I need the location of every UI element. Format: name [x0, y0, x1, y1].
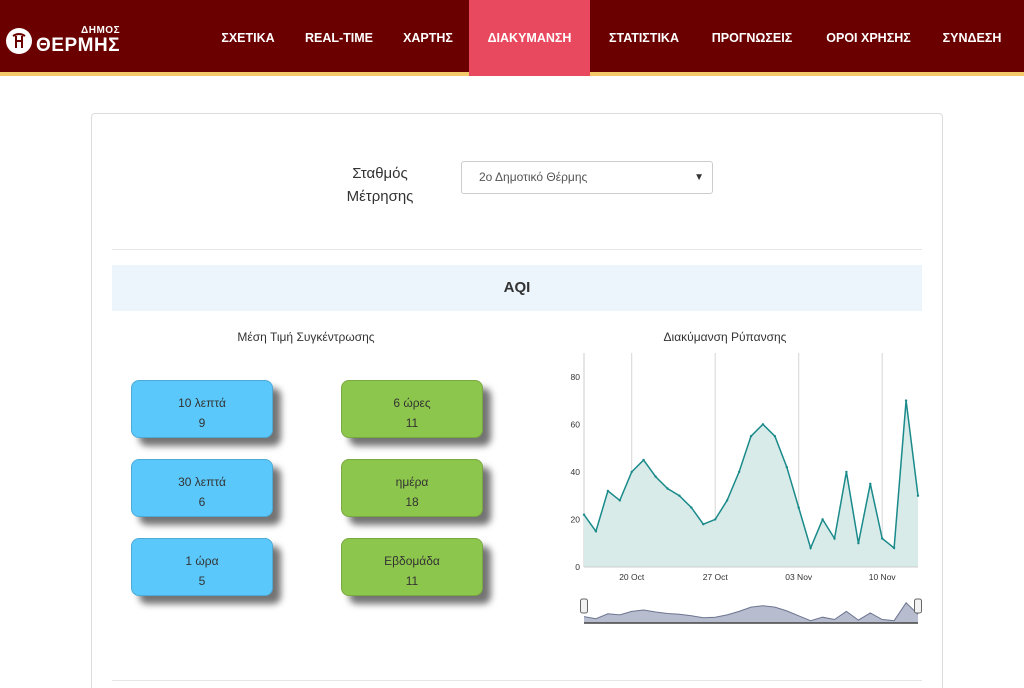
- navigator-handle-right-icon[interactable]: [914, 598, 922, 614]
- avg-card-value: 5: [198, 574, 206, 588]
- data-point: [737, 470, 741, 474]
- data-point: [881, 537, 884, 540]
- y-tick-label: 20: [571, 514, 581, 524]
- y-tick-label: 60: [571, 419, 581, 429]
- data-point: [630, 470, 633, 474]
- y-tick-label: 40: [571, 467, 581, 477]
- data-point: [582, 513, 586, 516]
- avg-card-label: Εβδομάδα: [384, 554, 440, 568]
- data-point: [904, 399, 908, 402]
- data-point: [618, 499, 621, 502]
- avg-card-30min[interactable]: 30 λεπτά 6: [131, 459, 273, 517]
- data-point: [809, 546, 812, 550]
- brand-logo[interactable]: ΔΗΜΟΣ ΘΕΡΜΗΣ: [6, 26, 120, 55]
- x-tick-label: 10 Nov: [869, 572, 897, 582]
- nav-item-terms[interactable]: ΟΡΟΙ ΧΡΗΣΗΣ: [826, 31, 911, 45]
- avg-card-value: 18: [405, 495, 419, 509]
- top-navbar: ΔΗΜΟΣ ΘΕΡΜΗΣ ΣΧΕΤΙΚΑ REAL-TIME ΧΑΡΤΗΣ ΔΙ…: [0, 0, 1024, 76]
- series-area: [584, 400, 918, 567]
- data-point: [857, 542, 860, 545]
- nav-item-statistics[interactable]: ΣΤΑΤΙΣΤΙΚΑ: [609, 31, 679, 45]
- navigator-handle-left-icon[interactable]: [580, 598, 588, 614]
- avg-card-day[interactable]: ημέρα 18: [341, 459, 483, 517]
- data-point: [916, 494, 920, 497]
- chart-title: Διακύμανση Ρύπανσης: [663, 330, 787, 344]
- avg-card-value: 6: [198, 495, 206, 509]
- data-point: [702, 523, 705, 526]
- caret-down-icon: ▼: [694, 172, 704, 183]
- nav-item-variation[interactable]: ΔΙΑΚΥΜΑΝΣΗ: [469, 0, 590, 76]
- avg-card-value: 9: [198, 416, 206, 430]
- pollution-chart[interactable]: 20 Oct 27 Oct 03 Nov 10 Nov 0 20 40 60 80: [560, 345, 930, 635]
- nav-item-login[interactable]: ΣΥΝΔΕΣΗ: [942, 31, 1002, 45]
- data-point: [642, 458, 645, 462]
- navigator-area: [584, 602, 918, 623]
- nav-item-forecasts[interactable]: ΠΡΟΓΝΩΣΕΙΣ: [711, 31, 793, 45]
- avg-card-value: 11: [405, 416, 419, 430]
- section-title-aqi: AQI: [112, 265, 922, 311]
- nav-item-about[interactable]: ΣΧΕΤΙΚΑ: [221, 31, 275, 45]
- avg-card-10min[interactable]: 10 λεπτά 9: [131, 380, 273, 438]
- avg-card-label: ημέρα: [395, 475, 429, 489]
- brand-top-text: ΔΗΜΟΣ: [81, 25, 121, 36]
- brand-main-text: ΘΕΡΜΗΣ: [36, 35, 121, 56]
- divider: [112, 680, 922, 681]
- data-point: [654, 475, 657, 478]
- station-select-value: 2ο Δημοτικό Θέρμης: [479, 170, 588, 184]
- avg-card-6hours[interactable]: 6 ώρες 11: [341, 380, 483, 438]
- data-point: [714, 518, 717, 521]
- averages-title: Μέση Τιμή Συγκέντρωσης: [237, 330, 375, 344]
- avg-card-1hour[interactable]: 1 ώρα 5: [131, 538, 273, 596]
- nav-item-map[interactable]: ΧΑΡΤΗΣ: [403, 31, 453, 45]
- avg-card-week[interactable]: Εβδομάδα 11: [341, 538, 483, 596]
- x-tick-label: 03 Nov: [785, 572, 813, 582]
- y-tick-label: 0: [575, 562, 580, 572]
- data-point: [690, 506, 693, 509]
- navigator-line: [583, 602, 919, 622]
- station-select[interactable]: 2ο Δημοτικό Θέρμης ▼: [461, 161, 713, 194]
- avg-card-label: 30 λεπτά: [178, 475, 226, 489]
- data-point: [821, 518, 824, 521]
- data-point: [833, 537, 836, 540]
- nav-item-realtime[interactable]: REAL-TIME: [304, 31, 374, 45]
- avg-card-label: 1 ώρα: [185, 554, 219, 568]
- data-point: [773, 435, 777, 438]
- data-point: [606, 489, 610, 493]
- data-point: [761, 423, 765, 426]
- data-point: [666, 487, 669, 490]
- data-point: [749, 435, 753, 438]
- avg-card-label: 10 λεπτά: [178, 396, 226, 410]
- station-label: Σταθμός Μέτρησης: [346, 165, 414, 205]
- data-point: [845, 470, 848, 474]
- data-point: [678, 494, 681, 497]
- x-tick-label: 20 Oct: [619, 572, 645, 582]
- divider: [112, 249, 922, 250]
- data-point: [785, 465, 788, 469]
- logo-emblem-icon: [6, 27, 32, 54]
- data-point: [725, 499, 729, 502]
- data-point: [869, 482, 872, 485]
- x-tick-label: 27 Oct: [703, 572, 729, 582]
- avg-card-label: 6 ώρες: [393, 396, 431, 410]
- data-point: [594, 530, 598, 533]
- y-tick-label: 80: [571, 372, 581, 382]
- data-point: [797, 506, 800, 509]
- avg-card-value: 11: [405, 574, 419, 588]
- data-point: [892, 546, 896, 550]
